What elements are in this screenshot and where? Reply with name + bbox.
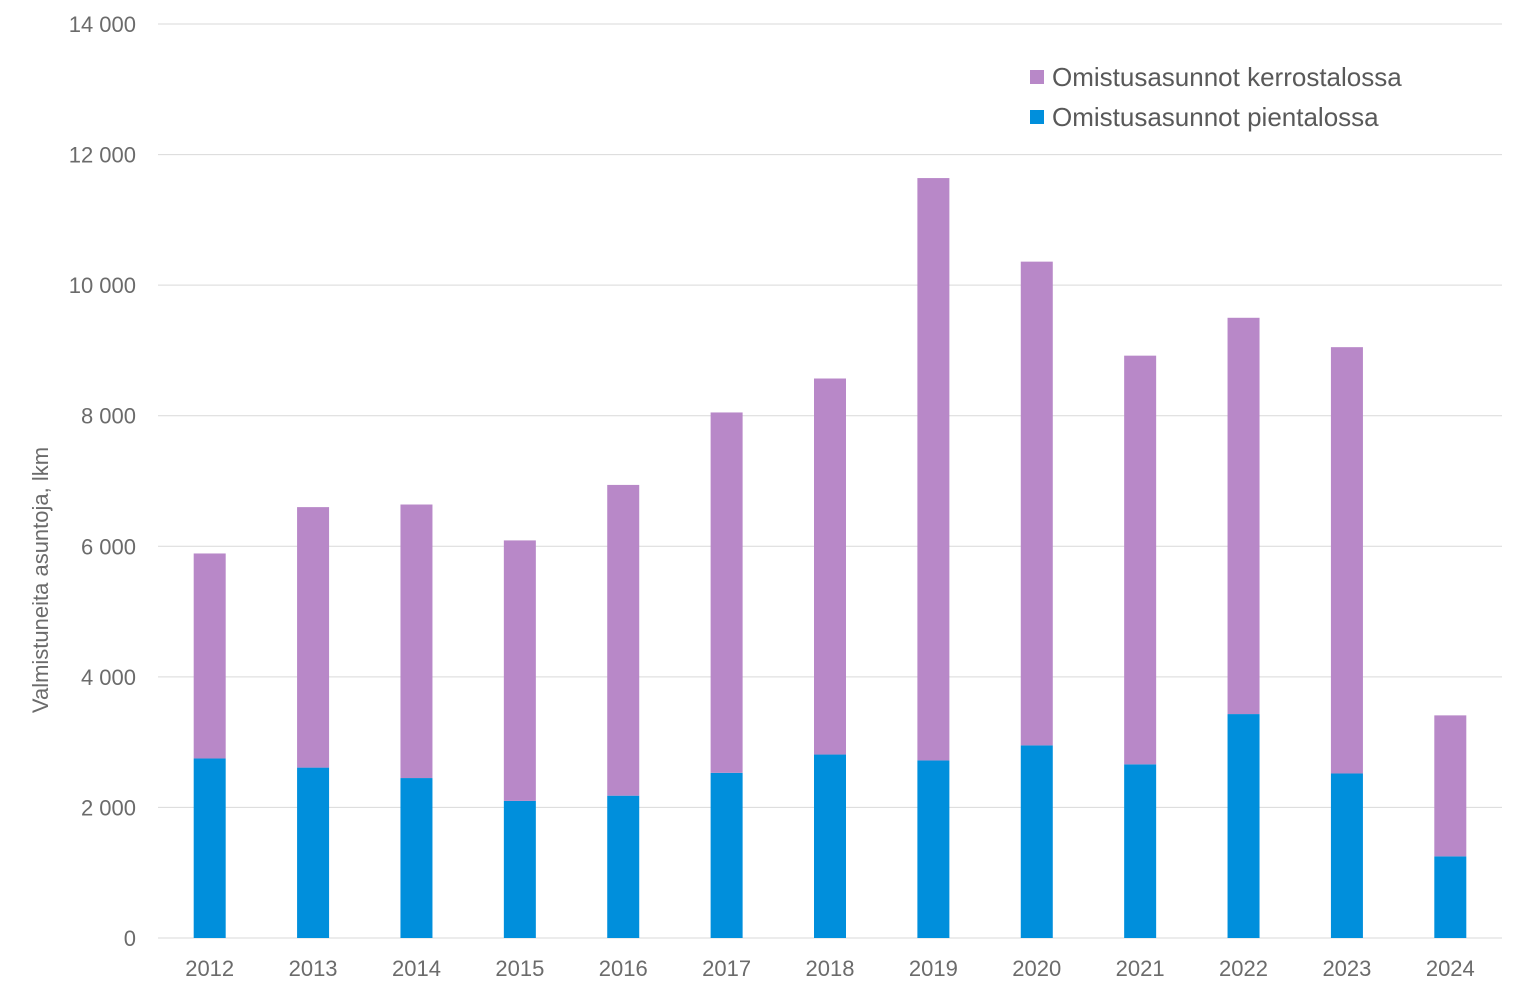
y-tick-label: 2 000 bbox=[81, 795, 136, 820]
y-tick-label: 6 000 bbox=[81, 534, 136, 559]
bar-kerrostalo-2020 bbox=[1020, 261, 1053, 746]
x-axis-tick-labels: 2012 2013 2014 2015 2016 2017 2018 2019 2020 2021… bbox=[185, 956, 1475, 981]
x-tick-label: 2022 bbox=[1219, 956, 1268, 981]
y-tick-label: 12 000 bbox=[69, 143, 136, 168]
bar-kerrostalo-2019 bbox=[917, 178, 950, 761]
bar-pientalo-2014 bbox=[400, 778, 433, 938]
bar-kerrostalo-2022 bbox=[1227, 317, 1260, 715]
bar-pientalo-2022 bbox=[1227, 714, 1260, 938]
x-tick-label: 2024 bbox=[1426, 956, 1475, 981]
bar-kerrostalo-2021 bbox=[1124, 355, 1157, 765]
bar-kerrostalo-2023 bbox=[1330, 347, 1363, 774]
bar-kerrostalo-2015 bbox=[503, 540, 536, 801]
bar-kerrostalo-2018 bbox=[814, 378, 846, 755]
x-tick-label: 2018 bbox=[806, 956, 855, 981]
bar-kerrostalo-2024 bbox=[1434, 715, 1467, 857]
bar-pientalo-2015 bbox=[503, 800, 536, 938]
bar-kerrostalo-2014 bbox=[400, 504, 433, 779]
x-tick-label: 2023 bbox=[1322, 956, 1371, 981]
bar-pientalo-2024 bbox=[1434, 856, 1467, 938]
y-tick-label: 8 000 bbox=[81, 404, 136, 429]
bar-kerrostalo-2012 bbox=[193, 553, 226, 759]
y-axis-title: Valmistuneita asuntoja, lkm bbox=[28, 447, 53, 713]
bar-pientalo-2023 bbox=[1330, 773, 1363, 938]
y-tick-label: 14 000 bbox=[69, 12, 136, 37]
legend-label: Omistusasunnot kerrostalossa bbox=[1052, 62, 1402, 92]
legend-swatch bbox=[1030, 70, 1044, 84]
bar-pientalo-2012 bbox=[193, 758, 226, 938]
x-tick-label: 2021 bbox=[1116, 956, 1165, 981]
legend-label: Omistusasunnot pientalossa bbox=[1052, 102, 1379, 132]
bar-pientalo-2016 bbox=[607, 795, 640, 938]
x-tick-label: 2014 bbox=[392, 956, 441, 981]
bar-kerrostalo-2016 bbox=[607, 484, 640, 796]
bars bbox=[193, 178, 1467, 938]
bar-pientalo-2020 bbox=[1020, 745, 1053, 938]
y-axis-tick-labels: 0 2 000 4 000 6 000 8 000 10 000 12 000 14 000 bbox=[69, 12, 136, 951]
bar-pientalo-2017 bbox=[710, 772, 743, 938]
bar-pientalo-2021 bbox=[1124, 764, 1157, 938]
y-tick-label: 0 bbox=[124, 926, 136, 951]
legend: Omistusasunnot kerrostalossa Omistusasunn… bbox=[1030, 62, 1402, 132]
x-tick-label: 2016 bbox=[599, 956, 648, 981]
y-tick-label: 10 000 bbox=[69, 273, 136, 298]
bar-pientalo-2013 bbox=[297, 767, 330, 938]
x-tick-label: 2019 bbox=[909, 956, 958, 981]
x-tick-label: 2012 bbox=[185, 956, 234, 981]
y-tick-label: 4 000 bbox=[81, 665, 136, 690]
legend-swatch bbox=[1030, 110, 1044, 124]
x-tick-label: 2015 bbox=[495, 956, 544, 981]
bar-pientalo-2018 bbox=[814, 754, 846, 938]
bar-kerrostalo-2017 bbox=[710, 412, 743, 773]
x-tick-label: 2013 bbox=[289, 956, 338, 981]
bar-pientalo-2019 bbox=[917, 760, 950, 938]
bar-kerrostalo-2013 bbox=[297, 507, 330, 768]
x-tick-label: 2017 bbox=[702, 956, 751, 981]
x-tick-label: 2020 bbox=[1012, 956, 1061, 981]
